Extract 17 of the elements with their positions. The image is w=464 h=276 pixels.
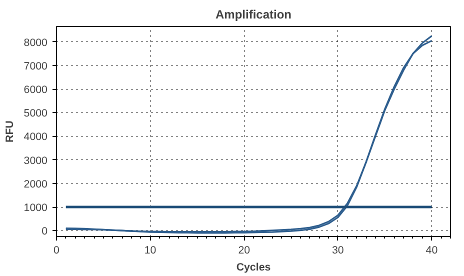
chart-title: Amplification xyxy=(216,8,292,22)
y-tick-label: 5000 xyxy=(24,108,48,120)
x-axis-title: Cycles xyxy=(236,262,271,274)
y-tick-label: 2000 xyxy=(24,178,48,190)
x-tick-label: 20 xyxy=(238,244,250,256)
x-tick-label: 30 xyxy=(332,244,344,256)
x-tick-label: 40 xyxy=(426,244,438,256)
x-tick-label: 10 xyxy=(144,244,156,256)
y-tick-label: 0 xyxy=(42,226,48,238)
y-tick-label: 7000 xyxy=(24,60,48,72)
y-tick-label: 1000 xyxy=(24,202,48,214)
y-axis-title: RFU xyxy=(4,120,16,142)
x-tick-label: 0 xyxy=(54,244,60,256)
y-tick-label: 6000 xyxy=(24,84,48,96)
y-tick-label: 8000 xyxy=(24,36,48,49)
y-tick-label: 3000 xyxy=(24,154,48,167)
y-tick-label: 4000 xyxy=(24,131,48,144)
